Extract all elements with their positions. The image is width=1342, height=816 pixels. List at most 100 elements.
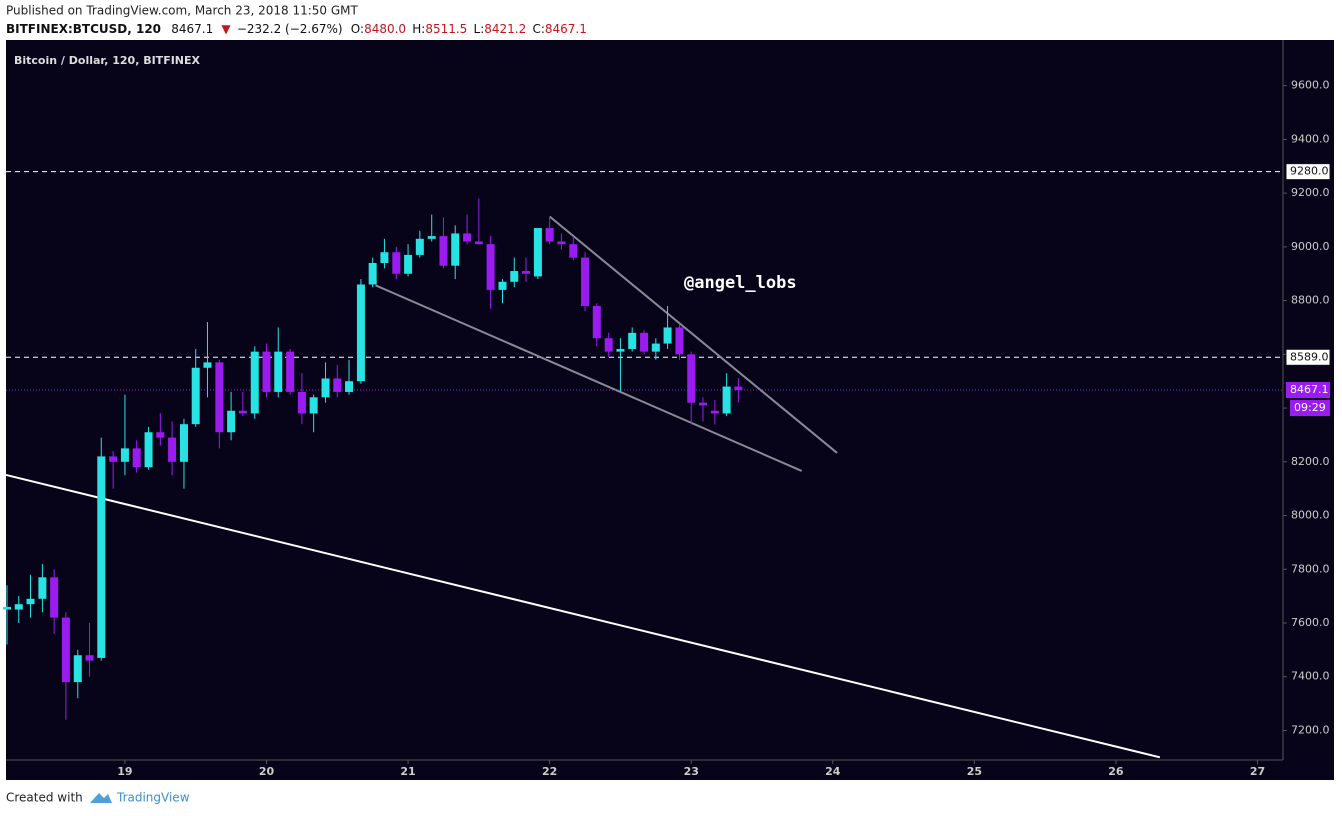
candle-body: [333, 378, 342, 392]
candle-body: [144, 432, 153, 468]
candle-body: [616, 348, 625, 352]
quote-line: BITFINEX:BTCUSD, 120 8467.1 ▼ −232.2 (−2…: [6, 22, 587, 36]
candle-body: [345, 381, 354, 392]
candle-body: [14, 604, 23, 610]
candle-body: [545, 228, 554, 242]
candle-body: [50, 577, 59, 618]
candle-body: [262, 351, 271, 392]
candle-body: [427, 236, 436, 239]
x-tick-label: 27: [1250, 765, 1265, 778]
countdown-box: [1290, 400, 1330, 417]
hline-label-box: [1285, 163, 1331, 181]
last-price-label: 8467.1: [1290, 383, 1329, 396]
plot-background: [6, 40, 1334, 780]
trend-line: [5, 473, 1161, 759]
candle-body: [510, 271, 519, 282]
candle-body: [463, 233, 472, 242]
last: 8467.1: [171, 22, 213, 36]
footer: Created with TradingView: [6, 791, 190, 805]
candle-body: [120, 448, 129, 462]
candle-body: [451, 233, 460, 266]
h: 8511.5: [425, 22, 467, 36]
candle-body: [132, 448, 141, 468]
candle-body: [203, 362, 212, 368]
candle-body: [734, 386, 743, 391]
candle-body: [238, 410, 247, 414]
candle-body: [309, 397, 318, 414]
l-label: L:: [474, 22, 485, 36]
x-tick-label: 21: [400, 765, 415, 778]
x-tick-label: 25: [967, 765, 982, 778]
candle-body: [710, 410, 719, 414]
x-tick-label: 26: [1108, 765, 1124, 778]
hline-label: 9280.0: [1290, 165, 1329, 178]
countdown-label: 09:29: [1294, 401, 1326, 414]
candle-body: [85, 655, 94, 661]
x-tick-label: 24: [825, 765, 841, 778]
x-tick-label: 19: [117, 765, 132, 778]
y-tick-label: 9000.0: [1291, 240, 1330, 253]
annotation: @angel_lobs: [684, 273, 797, 293]
candle-body: [522, 271, 531, 274]
trend-line: [375, 284, 803, 472]
candle-body: [439, 236, 448, 266]
candle-body: [61, 617, 70, 683]
o-label: O:: [351, 22, 364, 36]
candle-body: [663, 327, 672, 344]
y-tick-label: 9200.0: [1291, 186, 1330, 199]
candle-body: [698, 402, 707, 406]
candle-body: [215, 362, 224, 433]
candle-body: [675, 327, 684, 355]
y-tick-label: 9600.0: [1291, 79, 1330, 92]
candle-body: [368, 262, 377, 285]
change: −232.2 (−2.67%): [237, 22, 343, 36]
candle-body: [321, 378, 330, 398]
candle-body: [38, 577, 47, 599]
candle-body: [486, 244, 495, 290]
arrow: ▼: [221, 22, 231, 36]
candle-body: [227, 410, 236, 433]
candle-body: [651, 343, 660, 352]
c-label: C:: [532, 22, 544, 36]
candle-body: [722, 386, 731, 414]
y-tick-label: 8000.0: [1291, 509, 1330, 522]
brand[interactable]: TradingView: [116, 791, 190, 805]
x-tick-label: 23: [684, 765, 699, 778]
candle-body: [415, 238, 424, 255]
y-tick-label: 9400.0: [1291, 132, 1330, 145]
candle-body: [356, 284, 365, 382]
y-tick-label: 7600.0: [1291, 616, 1330, 629]
logo: [90, 793, 112, 803]
o: 8480.0: [364, 22, 406, 36]
candle-body: [156, 432, 165, 438]
candle-body: [628, 332, 637, 349]
c: 8467.1: [545, 22, 587, 36]
candle-body: [581, 257, 590, 306]
candle-body: [274, 351, 283, 392]
candle-body: [168, 437, 177, 462]
created-with: Created with: [6, 791, 83, 805]
symbol: BITFINEX:BTCUSD, 120: [6, 22, 161, 36]
candle-body: [392, 252, 401, 274]
candle-body: [533, 228, 542, 277]
trend-line: [549, 215, 838, 454]
hline-label: 8589.0: [1290, 350, 1329, 363]
candle-body: [297, 391, 306, 414]
y-tick-label: 8200.0: [1291, 455, 1330, 468]
candle-body: [474, 241, 483, 245]
candle-body: [404, 254, 413, 274]
candle-body: [380, 252, 389, 263]
x-tick-label: 20: [259, 765, 275, 778]
candle-body: [2, 606, 11, 610]
y-tick-label: 7400.0: [1291, 670, 1330, 683]
h-label: H:: [412, 22, 425, 36]
hline-label-box: [1285, 348, 1331, 366]
candle-body: [73, 655, 82, 683]
last-price-box: [1286, 382, 1330, 399]
candle-body: [26, 598, 35, 605]
candle-body: [109, 456, 118, 462]
candle-body: [604, 338, 613, 352]
candle-body: [569, 244, 578, 258]
l: 8421.2: [484, 22, 526, 36]
